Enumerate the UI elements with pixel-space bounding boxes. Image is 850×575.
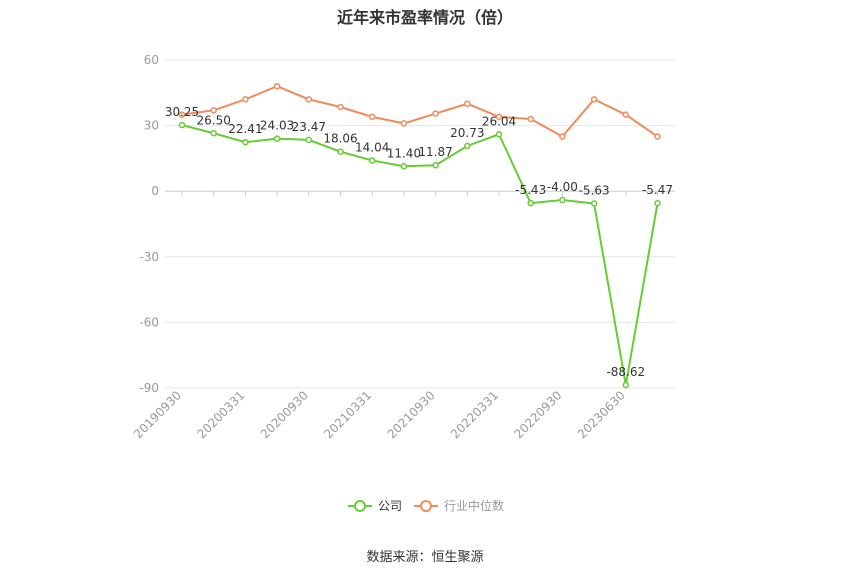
data-label: -5.43 [515, 183, 546, 197]
y-tick-label: 30 [144, 119, 159, 133]
series-0-point [527, 199, 534, 207]
series-1-point [559, 133, 566, 140]
data-label: 14.04 [355, 140, 389, 154]
data-label: 26.50 [197, 113, 231, 127]
series-0-point [273, 135, 281, 142]
series-0-point [368, 157, 376, 164]
series-1-point [178, 111, 186, 118]
data-label: 18.06 [323, 132, 357, 146]
series-0-point [242, 138, 249, 146]
x-tick-label: 20210930 [385, 388, 438, 441]
data-label: -5.63 [579, 184, 610, 198]
series-1-point [337, 103, 344, 111]
series-1-point [590, 96, 598, 103]
chart-title: 近年来市盈率情况（倍） [336, 8, 513, 27]
data-label: 22.41 [228, 122, 262, 136]
series-0-point [495, 131, 503, 138]
series-0-point [210, 130, 217, 137]
x-tick-label: 20220930 [511, 388, 564, 441]
x-axis: 20190930 20200331 20200930 20210331 20210930… [131, 191, 658, 441]
series-0-point [178, 121, 186, 129]
data-label: 26.04 [482, 114, 516, 128]
x-tick-label: 20190930 [131, 388, 184, 441]
x-tick-label: 20210331 [321, 388, 374, 441]
x-tick-label: 20200930 [258, 388, 311, 441]
series-0-point [432, 161, 439, 169]
series-1-point [464, 100, 471, 107]
series-line-1 [181, 85, 659, 138]
legend-label: 行业中位数 [444, 498, 504, 513]
series-1-point [400, 120, 408, 127]
y-tick-label: -60 [139, 315, 159, 329]
legend-marker [354, 500, 366, 512]
series-1-point [305, 96, 313, 103]
y-tick-label: 60 [144, 53, 159, 67]
series-0-point [400, 163, 408, 170]
x-tick-label: 20230630 [575, 388, 628, 441]
series-1-point [432, 110, 439, 117]
legend-item-1[interactable]: 行业中位数 [414, 498, 504, 513]
data-label: 24.03 [260, 119, 294, 133]
series-0-point [559, 196, 566, 204]
series-0-point [337, 148, 344, 155]
series-line-0 [181, 124, 659, 386]
legend-marker [420, 500, 432, 512]
series-1-point [527, 115, 534, 123]
y-tick-label: -90 [139, 381, 159, 395]
data-source: 数据来源：恒生聚源 [366, 550, 484, 565]
x-tick-label: 20220331 [448, 388, 501, 441]
y-axis: 60 30 0 -30 -60 -90 [139, 53, 159, 395]
y-tick-label: 0 [151, 184, 159, 198]
series-0-point [654, 199, 661, 207]
data-label: 30.25 [165, 105, 199, 119]
data-labels: 30.2526.5022.4124.0323.4718.0614.0411.40… [165, 105, 673, 379]
series-0-point [622, 381, 630, 389]
series-1-point [654, 133, 661, 140]
data-label: 11.87 [418, 145, 452, 159]
series-1-point [242, 96, 249, 103]
series-0-point [305, 136, 313, 144]
data-label: 20.73 [450, 126, 484, 140]
series-1-point [273, 82, 281, 90]
x-tick-label: 20200331 [194, 388, 247, 441]
series-1-point [495, 113, 503, 121]
legend-item-0[interactable]: 公司 [348, 499, 402, 513]
series-0-point [590, 200, 598, 207]
legend-label: 公司 [378, 499, 402, 513]
series-0-point [464, 142, 471, 150]
data-label: 23.47 [292, 120, 326, 134]
data-label: -88.62 [606, 365, 645, 379]
series-layer [178, 82, 661, 389]
legend[interactable]: 公司 行业中位数 [348, 498, 504, 513]
data-label: -5.47 [642, 183, 673, 197]
data-label: -4.00 [547, 180, 578, 194]
grid-layer [165, 59, 675, 389]
series-1-point [622, 111, 630, 118]
series-1-point [368, 113, 376, 121]
y-tick-label: -30 [139, 250, 159, 264]
data-label: 11.40 [387, 146, 421, 160]
series-1-point [210, 107, 217, 114]
